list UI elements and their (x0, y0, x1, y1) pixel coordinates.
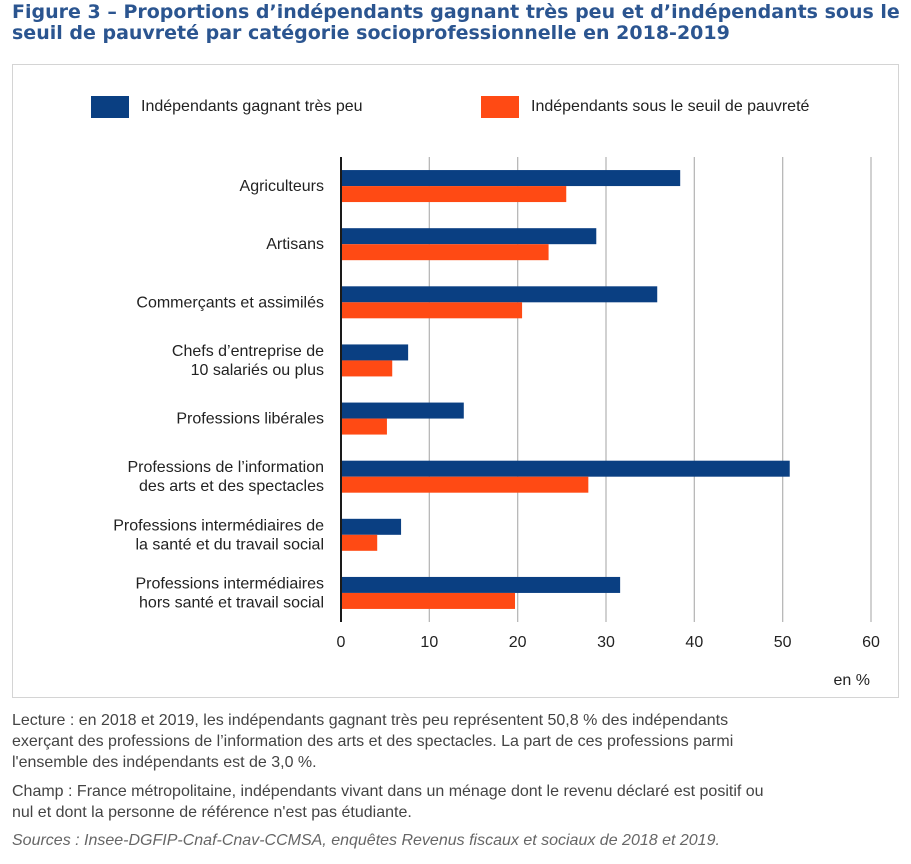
category-label-5-line-1: Professions de l’information (127, 459, 324, 476)
legend-label-series-2: Indépendants sous le seuil de pauvreté (531, 98, 810, 115)
category-label-2: Commerçants et assimilés (136, 294, 324, 311)
x-tick-label-20: 20 (509, 634, 527, 651)
category-label-5-line-2: des arts et des spectacles (139, 478, 324, 495)
bar-series-2-1 (341, 244, 549, 261)
bar-series-2-7 (341, 592, 516, 609)
legend-label-series-1: Indépendants gagnant très peu (141, 98, 363, 115)
category-label-3-line-1: Chefs d’entreprise de (172, 343, 324, 360)
footnote-lecture-line-1: Lecture : en 2018 et 2019, les indépenda… (12, 712, 729, 729)
category-label-7-line-2: hors santé et travail social (139, 594, 324, 611)
bar-series-1-4 (341, 402, 464, 419)
category-label-7-line-1: Professions intermédiaires (135, 575, 324, 592)
figure-title-line-2: seuil de pauvreté par catégorie sociopro… (12, 22, 730, 44)
bar-series-2-0 (341, 186, 567, 203)
category-label-6-line-1: Professions intermédiaires de (113, 517, 324, 534)
x-tick-label-40: 40 (685, 634, 703, 651)
footnote-champ-line-1: Champ : France métropolitaine, indépenda… (12, 783, 764, 800)
bar-series-1-6 (341, 518, 402, 535)
x-axis-unit-label: en % (834, 672, 870, 689)
bar-series-2-5 (341, 476, 589, 493)
x-tick-label-50: 50 (774, 634, 792, 651)
x-tick-label-0: 0 (337, 634, 346, 651)
bar-series-1-5 (341, 460, 790, 477)
bar-series-1-0 (341, 170, 681, 187)
legend-swatch-series-1 (91, 96, 129, 118)
legend-item-series-2: Indépendants sous le seuil de pauvreté (481, 96, 809, 118)
category-label-6-line-2: la santé et du travail social (135, 536, 324, 553)
category-label-4: Professions libérales (176, 411, 324, 428)
category-label-1: Artisans (266, 236, 324, 253)
bar-series-1-2 (341, 286, 658, 303)
legend-swatch-series-2 (481, 96, 519, 118)
figure-title-line-1: Figure 3 – Proportions d’indépendants ga… (12, 1, 900, 23)
bar-series-2-4 (341, 418, 387, 435)
bar-chart: Agriculteurs Artisans Commerçants et assim… (113, 157, 880, 689)
footnote-champ: Champ : France métropolitaine, indépenda… (12, 781, 902, 823)
figure-title: Figure 3 – Proportions d’indépendants ga… (12, 2, 902, 44)
footnote-lecture-line-3: l'ensemble des indépendants est de 3,0 %… (12, 754, 317, 771)
category-label-3-line-2: 10 salariés ou plus (191, 362, 324, 379)
footnote-sources-text: Sources : Insee-DGFIP-Cnaf-Cnav-CCMSA, e… (12, 832, 720, 849)
footnote-lecture-line-2: exerçant des professions de l’informatio… (12, 733, 734, 750)
x-tick-label-10: 10 (420, 634, 438, 651)
x-tick-label-30: 30 (597, 634, 615, 651)
bar-series-1-1 (341, 228, 597, 245)
bar-series-1-3 (341, 344, 409, 361)
bar-series-1-7 (341, 576, 621, 593)
footnote-lecture: Lecture : en 2018 et 2019, les indépenda… (12, 710, 902, 773)
bar-series-2-6 (341, 534, 378, 551)
bar-series-2-2 (341, 302, 523, 319)
legend-item-series-1: Indépendants gagnant très peu (91, 96, 363, 118)
footnote-sources: Sources : Insee-DGFIP-Cnaf-Cnav-CCMSA, e… (12, 830, 902, 851)
category-label-0: Agriculteurs (240, 178, 324, 195)
x-tick-label-60: 60 (862, 634, 880, 651)
bar-series-2-3 (341, 360, 393, 377)
footnote-champ-line-2: nul et dont la personne de référence n'e… (12, 804, 412, 821)
